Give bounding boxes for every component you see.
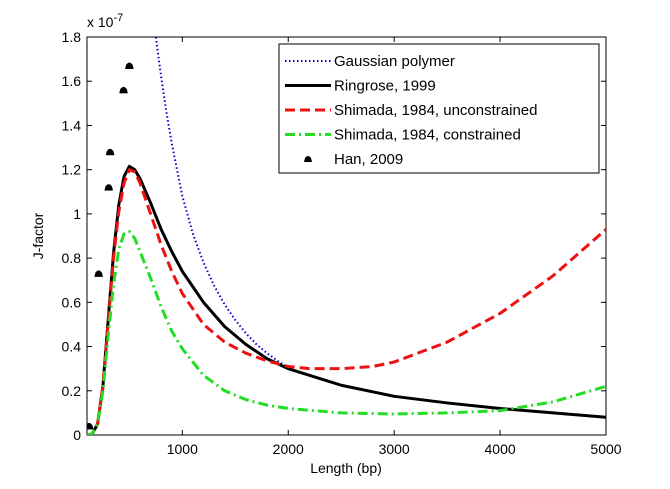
y-axis-exponent: x 10-7 xyxy=(87,12,123,30)
series-layer xyxy=(87,37,606,435)
y-axis-label: J-factor xyxy=(30,212,46,259)
y-tick-label: 1.4 xyxy=(62,117,82,133)
legend-item: Han, 2009 xyxy=(304,151,403,168)
x-tick-label: 1000 xyxy=(167,441,198,457)
series-line-ringrose-1999 xyxy=(87,164,606,435)
legend-label: Shimada, 1984, constrained xyxy=(334,127,521,144)
legend-label: Ringrose, 1999 xyxy=(334,78,436,95)
y-tick-label: 0 xyxy=(73,427,81,443)
y-tick-label: 1.6 xyxy=(62,73,82,89)
legend-label: Gaussian polymer xyxy=(334,53,455,70)
x-tick-label: 2000 xyxy=(273,441,304,457)
y-tick-label: 0.6 xyxy=(62,294,82,310)
y-tick-label: 0.8 xyxy=(62,250,82,266)
legend-item: Shimada, 1984, constrained xyxy=(285,127,521,144)
y-axis-exponent-base: x 10 xyxy=(87,14,114,30)
legend-item: Ringrose, 1999 xyxy=(285,78,436,95)
x-tick-label: 4000 xyxy=(485,441,516,457)
series-line-shimada-1984-constrained xyxy=(87,230,606,435)
y-tick-label: 0.2 xyxy=(62,383,82,399)
x-tick-label: 3000 xyxy=(379,441,410,457)
data-point-han-2009 xyxy=(104,184,114,191)
series-line-shimada-1984-unconstrained xyxy=(87,168,606,435)
x-axis-ticks: 1000 2000 3000 4000 5000 xyxy=(167,37,622,457)
y-axis-exponent-power: -7 xyxy=(113,12,123,24)
data-point-han-2009 xyxy=(94,270,103,277)
y-tick-label: 0.4 xyxy=(62,339,82,355)
y-tick-label: 1 xyxy=(73,206,81,222)
legend-label: Han, 2009 xyxy=(334,151,403,168)
series-line-gaussian-polymer xyxy=(154,37,289,369)
x-tick-label: 5000 xyxy=(590,441,621,457)
legend-item: Shimada, 1984, unconstrained xyxy=(285,102,537,119)
legend-items: Gaussian polymer Ringrose, 1999 Shimada, 1… xyxy=(285,53,537,168)
legend-box xyxy=(278,43,600,174)
y-tick-label: 1.2 xyxy=(62,162,82,178)
data-point-han-2009 xyxy=(105,148,115,156)
legend-item: Gaussian polymer xyxy=(285,53,455,70)
data-point-han-2009 xyxy=(119,86,128,94)
legend: Gaussian polymer Ringrose, 1999 Shimada, 1… xyxy=(278,43,600,174)
data-point-han-2009 xyxy=(87,422,94,430)
legend-marker-han-2009 xyxy=(304,156,312,162)
legend-label: Shimada, 1984, unconstrained xyxy=(334,102,537,119)
x-axis-label: Length (bp) xyxy=(310,460,382,476)
data-point-han-2009 xyxy=(125,62,134,69)
y-tick-label: 1.8 xyxy=(62,29,82,45)
